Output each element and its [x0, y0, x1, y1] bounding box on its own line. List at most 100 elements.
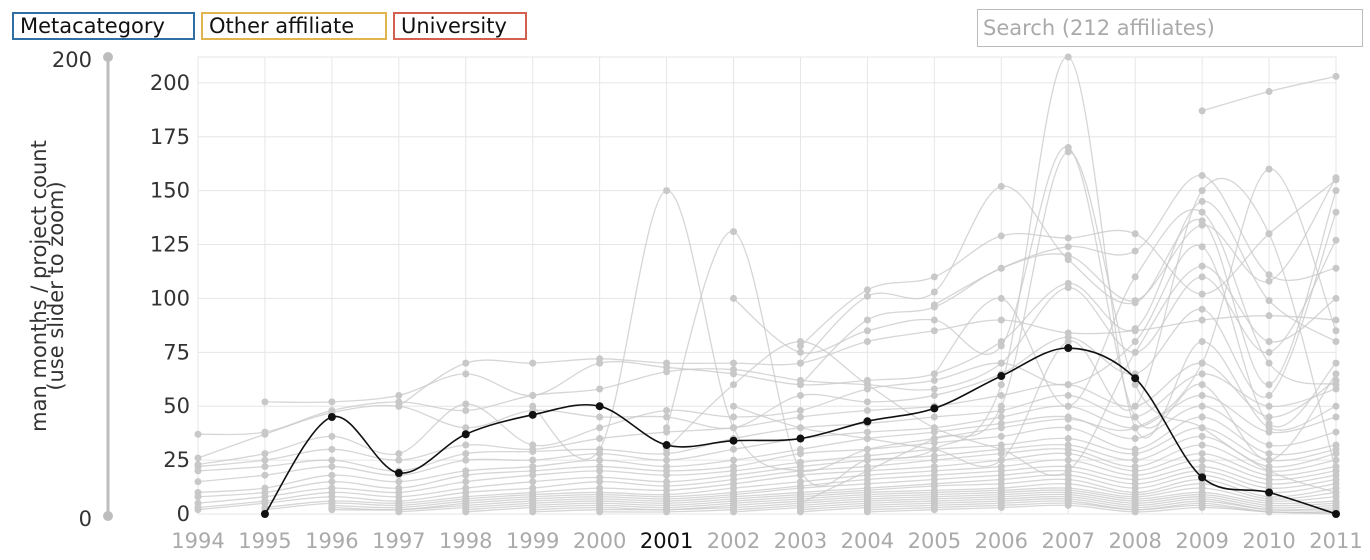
x-tick-label[interactable]: 2005 — [908, 529, 961, 553]
background-series-line[interactable] — [867, 504, 1337, 515]
background-series-line[interactable] — [465, 487, 1337, 513]
background-point[interactable] — [1265, 359, 1273, 367]
background-point[interactable] — [261, 450, 269, 458]
background-point[interactable] — [663, 471, 671, 479]
background-point[interactable] — [596, 508, 604, 516]
background-point[interactable] — [1198, 107, 1206, 115]
background-point[interactable] — [997, 316, 1005, 324]
background-point[interactable] — [1064, 243, 1072, 251]
x-tick-label[interactable]: 1996 — [305, 529, 358, 553]
background-point[interactable] — [1064, 413, 1072, 421]
background-point[interactable] — [796, 471, 804, 479]
background-point[interactable] — [261, 456, 269, 464]
background-point[interactable] — [1265, 297, 1273, 305]
background-point[interactable] — [1198, 172, 1206, 180]
x-tick-label[interactable]: 2007 — [1042, 529, 1095, 553]
background-point[interactable] — [1064, 53, 1072, 61]
x-tick-label[interactable]: 1994 — [171, 529, 224, 553]
background-point[interactable] — [1198, 370, 1206, 378]
background-point[interactable] — [1265, 441, 1273, 449]
background-point[interactable] — [663, 407, 671, 415]
background-point[interactable] — [1198, 243, 1206, 251]
background-point[interactable] — [194, 478, 202, 486]
background-point[interactable] — [1198, 391, 1206, 399]
background-point[interactable] — [796, 508, 804, 516]
background-point[interactable] — [730, 445, 738, 453]
highlighted-point[interactable] — [729, 436, 738, 445]
x-tick-label[interactable]: 2006 — [975, 529, 1028, 553]
background-point[interactable] — [730, 294, 738, 302]
background-point[interactable] — [462, 359, 470, 367]
background-point[interactable] — [261, 463, 269, 471]
background-point[interactable] — [796, 391, 804, 399]
background-point[interactable] — [1198, 381, 1206, 389]
background-point[interactable] — [1198, 413, 1206, 421]
background-point[interactable] — [1064, 435, 1072, 443]
background-point[interactable] — [863, 292, 871, 300]
background-point[interactable] — [863, 338, 871, 346]
search-input[interactable] — [977, 9, 1363, 47]
background-series-line[interactable] — [197, 435, 1337, 509]
highlighted-point[interactable] — [863, 417, 872, 426]
background-point[interactable] — [1198, 402, 1206, 410]
background-series-line[interactable] — [197, 427, 1337, 504]
background-point[interactable] — [328, 445, 336, 453]
highlighted-point[interactable] — [327, 412, 336, 421]
background-point[interactable] — [1332, 316, 1340, 324]
background-point[interactable] — [1198, 305, 1206, 313]
background-point[interactable] — [930, 385, 938, 393]
highlighted-point[interactable] — [796, 434, 805, 443]
background-point[interactable] — [328, 398, 336, 406]
x-tick-label[interactable]: 2004 — [841, 529, 894, 553]
background-point[interactable] — [462, 478, 470, 486]
background-point[interactable] — [930, 424, 938, 432]
background-point[interactable] — [395, 391, 403, 399]
background-series-line[interactable] — [331, 469, 1337, 511]
background-point[interactable] — [863, 327, 871, 335]
background-point[interactable] — [1332, 450, 1340, 458]
background-point[interactable] — [1064, 234, 1072, 242]
background-point[interactable] — [194, 467, 202, 475]
background-point[interactable] — [1198, 221, 1206, 229]
background-point[interactable] — [997, 338, 1005, 346]
background-point[interactable] — [328, 478, 336, 486]
background-point[interactable] — [863, 428, 871, 436]
background-point[interactable] — [596, 424, 604, 432]
background-point[interactable] — [261, 398, 269, 406]
background-point[interactable] — [1265, 391, 1273, 399]
background-point[interactable] — [930, 391, 938, 399]
background-point[interactable] — [730, 366, 738, 374]
background-point[interactable] — [930, 413, 938, 421]
background-point[interactable] — [1131, 402, 1139, 410]
background-point[interactable] — [1131, 456, 1139, 464]
background-point[interactable] — [663, 508, 671, 516]
background-point[interactable] — [930, 456, 938, 464]
background-point[interactable] — [997, 381, 1005, 389]
background-point[interactable] — [796, 424, 804, 432]
background-point[interactable] — [1332, 236, 1340, 244]
background-point[interactable] — [1265, 277, 1273, 285]
background-point[interactable] — [529, 359, 537, 367]
background-point[interactable] — [663, 456, 671, 464]
background-point[interactable] — [596, 413, 604, 421]
background-point[interactable] — [930, 316, 938, 324]
background-point[interactable] — [796, 450, 804, 458]
background-series-line[interactable] — [197, 405, 1337, 494]
background-point[interactable] — [395, 508, 403, 516]
background-series-line[interactable] — [331, 474, 1337, 511]
background-point[interactable] — [930, 288, 938, 296]
highlighted-point[interactable] — [1198, 473, 1207, 482]
background-point[interactable] — [1265, 87, 1273, 95]
legend-metacategory[interactable]: Metacategory — [12, 12, 195, 40]
background-point[interactable] — [1064, 467, 1072, 475]
background-point[interactable] — [930, 370, 938, 378]
background-point[interactable] — [529, 478, 537, 486]
background-point[interactable] — [663, 368, 671, 376]
highlighted-point[interactable] — [260, 510, 269, 518]
background-point[interactable] — [730, 424, 738, 432]
background-series-line[interactable] — [331, 465, 1337, 509]
background-point[interactable] — [1332, 402, 1340, 410]
background-series-line[interactable] — [599, 493, 1337, 513]
background-point[interactable] — [529, 508, 537, 516]
background-point[interactable] — [997, 445, 1005, 453]
